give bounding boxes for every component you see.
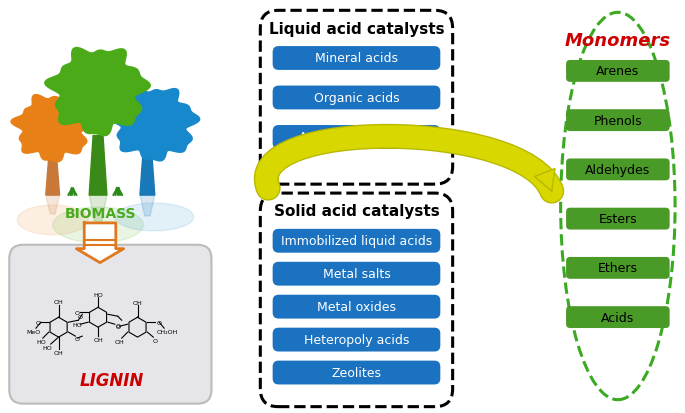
Text: Metal oxides: Metal oxides [317, 300, 396, 313]
Polygon shape [115, 204, 194, 231]
Text: O: O [78, 314, 83, 319]
Polygon shape [89, 136, 107, 196]
Text: Heteropoly acids: Heteropoly acids [303, 333, 409, 346]
Text: CH₂OH: CH₂OH [156, 329, 178, 334]
Text: O: O [36, 320, 40, 325]
Polygon shape [53, 207, 143, 243]
Text: Organic acids: Organic acids [314, 92, 399, 105]
FancyBboxPatch shape [273, 262, 440, 286]
FancyBboxPatch shape [566, 257, 670, 279]
Text: Liquid acid catalysts: Liquid acid catalysts [269, 21, 445, 37]
Polygon shape [140, 196, 155, 216]
Text: OH: OH [93, 337, 103, 342]
Text: MeO: MeO [27, 329, 41, 334]
FancyBboxPatch shape [273, 361, 440, 385]
Text: OH: OH [133, 300, 142, 305]
Polygon shape [45, 48, 150, 136]
Polygon shape [140, 154, 155, 196]
FancyBboxPatch shape [566, 208, 670, 230]
Text: Immobilized liquid acids: Immobilized liquid acids [281, 235, 432, 248]
FancyBboxPatch shape [273, 126, 440, 150]
Polygon shape [46, 196, 60, 214]
Text: LIGNIN: LIGNIN [79, 371, 144, 389]
Text: Aldehydes: Aldehydes [585, 164, 651, 176]
Polygon shape [11, 95, 94, 162]
Text: O: O [75, 336, 80, 341]
Text: Mineral acids: Mineral acids [315, 52, 398, 65]
Text: Phenols: Phenols [594, 114, 642, 127]
Polygon shape [534, 169, 555, 192]
Text: OH: OH [53, 299, 64, 304]
Text: Monomers: Monomers [565, 32, 671, 50]
Ellipse shape [560, 13, 675, 400]
FancyBboxPatch shape [273, 328, 440, 351]
FancyBboxPatch shape [273, 86, 440, 110]
Text: O: O [157, 320, 162, 325]
Text: BIOMASS: BIOMASS [64, 206, 136, 221]
Polygon shape [46, 158, 60, 196]
FancyBboxPatch shape [566, 110, 670, 132]
Text: Ethers: Ethers [598, 262, 638, 275]
Text: O: O [115, 323, 121, 328]
FancyBboxPatch shape [273, 47, 440, 71]
Text: HO: HO [93, 292, 103, 297]
Polygon shape [89, 196, 107, 225]
Polygon shape [17, 206, 88, 235]
Text: OH: OH [53, 350, 64, 355]
Text: Arenes: Arenes [596, 65, 640, 78]
Text: Esters: Esters [599, 213, 637, 225]
Text: O: O [115, 324, 121, 329]
Text: O: O [75, 310, 80, 315]
Text: Acidic ionic liquids: Acidic ionic liquids [299, 131, 414, 144]
FancyBboxPatch shape [566, 61, 670, 83]
Text: OH: OH [115, 339, 125, 344]
Text: O: O [153, 338, 158, 343]
Text: Zeolites: Zeolites [332, 366, 382, 379]
FancyBboxPatch shape [10, 245, 212, 404]
Text: Acids: Acids [601, 311, 634, 324]
Polygon shape [76, 223, 124, 263]
Text: Metal salts: Metal salts [323, 268, 390, 280]
Text: HO: HO [36, 339, 46, 344]
Text: HO: HO [43, 345, 53, 350]
FancyBboxPatch shape [273, 229, 440, 253]
Text: HO: HO [73, 322, 82, 327]
FancyBboxPatch shape [566, 306, 670, 328]
Text: Solid acid catalysts: Solid acid catalysts [273, 204, 439, 219]
FancyBboxPatch shape [273, 295, 440, 319]
Polygon shape [108, 88, 200, 161]
FancyBboxPatch shape [566, 159, 670, 181]
